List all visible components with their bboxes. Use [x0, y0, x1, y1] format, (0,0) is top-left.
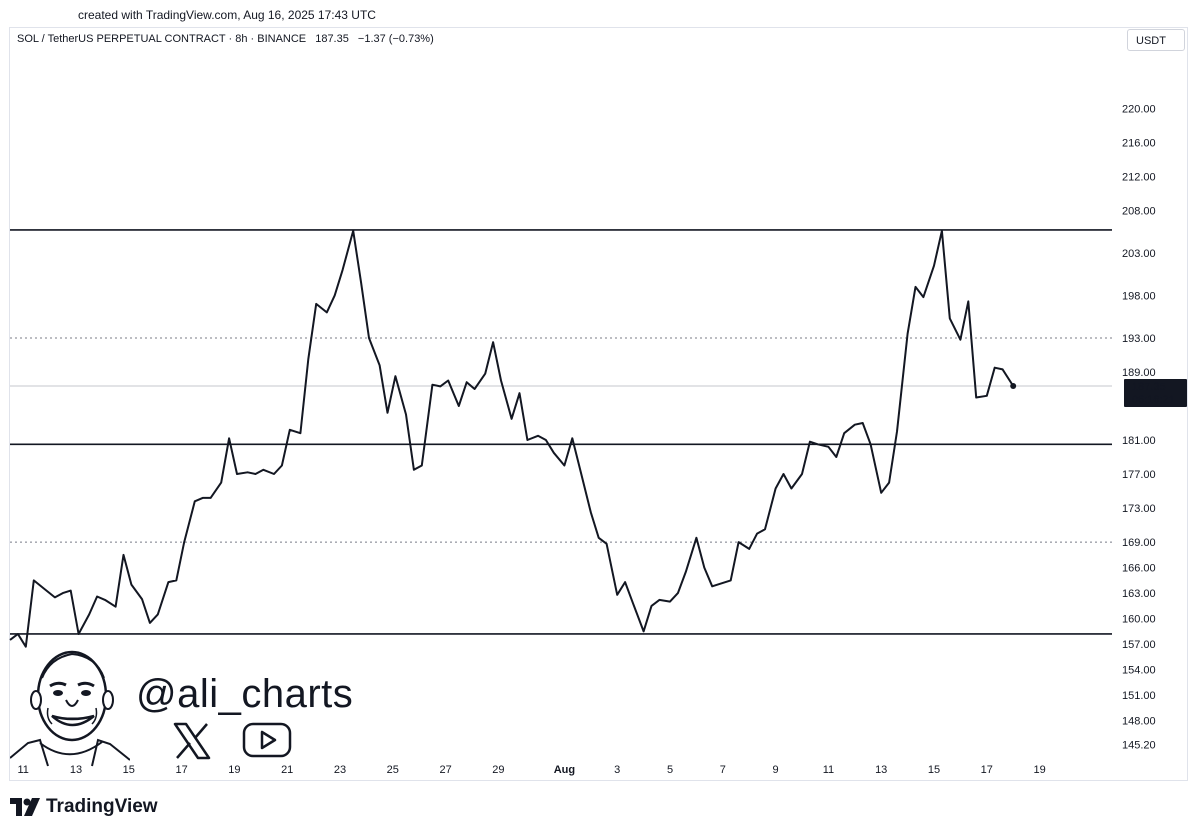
x-tick-label: 13: [875, 764, 887, 776]
last-price-tag-bg: [1124, 379, 1187, 408]
x-tick-label: Aug: [554, 764, 575, 776]
y-tick-label: 160.00: [1122, 614, 1156, 626]
last-price-tag-value: 187.35: [1132, 381, 1166, 393]
x-tick-label: 9: [773, 764, 779, 776]
x-tick-label: 23: [334, 764, 346, 776]
y-tick-label: 216.00: [1122, 137, 1156, 149]
horizontal-levels: [10, 229, 1112, 635]
x-tick-label: 5: [667, 764, 673, 776]
x-tick-label: 15: [928, 764, 940, 776]
y-tick-label: 181.00: [1122, 435, 1156, 447]
bar-countdown: 06:16:21: [1132, 394, 1175, 406]
x-tick-label: 29: [492, 764, 504, 776]
y-tick-label: 220.00: [1122, 103, 1156, 115]
y-axis-ticks: 220.00 216.00 212.00 208.00 203.00 198.00 193.…: [1122, 103, 1156, 751]
y-tick-label: 145.20: [1122, 740, 1156, 752]
y-tick-label: 208.00: [1122, 205, 1156, 217]
last-price: 187.35: [315, 33, 349, 45]
x-tick-label: 11: [17, 764, 28, 776]
x-tick-label: 25: [387, 764, 399, 776]
x-tick-label: 13: [70, 764, 82, 776]
y-tick-label: 193.00: [1122, 333, 1156, 345]
last-price-tag: 187.35 06:16:21: [1124, 379, 1187, 408]
x-axis-ticks: 11 13 15 17 19 21 23 25 27 29 Aug 3 5 7 9 11 13 15 17 19: [17, 764, 1045, 776]
youtube-logo-icon: [242, 722, 292, 758]
symbol-name[interactable]: SOL / TetherUS PERPETUAL CONTRACT · 8h ·…: [17, 33, 307, 45]
tradingview-logo-icon: [10, 798, 40, 816]
symbol-legend[interactable]: SOL / TetherUS PERPETUAL CONTRACT · 8h ·…: [17, 33, 434, 45]
x-tick-label: 7: [720, 764, 726, 776]
x-logo-icon: [173, 722, 211, 760]
x-tick-label: 3: [614, 764, 620, 776]
y-tick-label: 148.00: [1122, 716, 1156, 728]
tradingview-brand[interactable]: TradingView: [10, 796, 158, 818]
y-tick-label: 154.00: [1122, 665, 1156, 677]
currency-selector[interactable]: USDT: [1127, 29, 1185, 51]
y-tick-label: 203.00: [1122, 248, 1156, 260]
tradingview-brand-text: TradingView: [46, 796, 158, 817]
x-tick-label: 11: [823, 764, 834, 776]
y-tick-label: 166.00: [1122, 563, 1156, 575]
y-tick-label: 198.00: [1122, 290, 1156, 302]
y-tick-label: 169.00: [1122, 537, 1156, 549]
chart-frame: [9, 27, 1188, 781]
x-tick-label: 17: [175, 764, 187, 776]
x-tick-label: 19: [228, 764, 240, 776]
y-tick-label: 151.00: [1122, 690, 1156, 702]
x-tick-label: 15: [123, 764, 135, 776]
x-tick-label: 17: [981, 764, 993, 776]
watermark-handle: @ali_charts: [136, 672, 354, 716]
y-tick-label: 212.00: [1122, 171, 1156, 183]
x-tick-label: 21: [281, 764, 293, 776]
y-tick-label: 189.00: [1122, 367, 1156, 379]
y-tick-label: 173.00: [1122, 503, 1156, 515]
avatar-illustration: [10, 650, 130, 767]
y-tick-label: 163.00: [1122, 588, 1156, 600]
x-tick-label: 27: [439, 764, 451, 776]
x-tick-label: 19: [1033, 764, 1045, 776]
y-tick-label: 157.00: [1122, 639, 1156, 651]
last-price-dot: [1010, 383, 1017, 390]
y-tick-label: 177.00: [1122, 469, 1156, 481]
price-change: −1.37 (−0.73%): [357, 33, 434, 45]
series-line: [9, 229, 1015, 648]
created-caption: created with TradingView.com, Aug 16, 20…: [78, 8, 376, 22]
